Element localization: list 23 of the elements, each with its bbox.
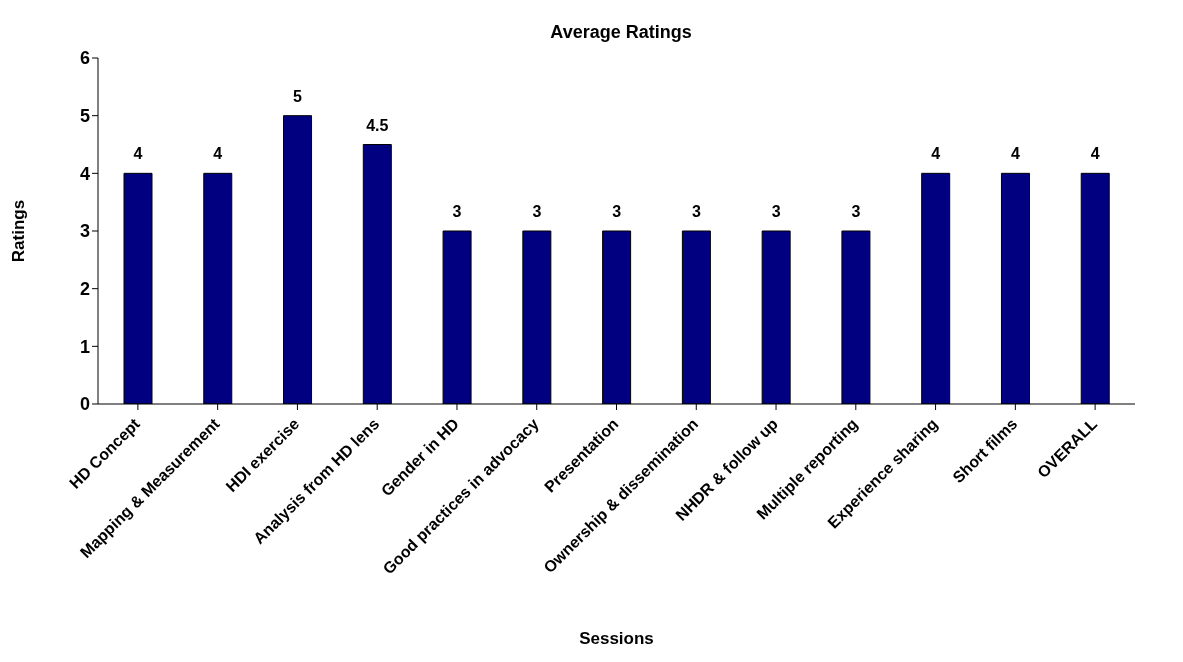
data-label: 3 <box>532 203 542 220</box>
data-label: 4.5 <box>366 116 389 134</box>
y-tick-label: 3 <box>79 221 90 242</box>
data-label: 3 <box>612 203 622 220</box>
chart-title: Average Ratings <box>549 22 693 43</box>
y-tick-label: 6 <box>79 48 90 69</box>
data-label: 3 <box>691 203 701 220</box>
data-label: 3 <box>452 203 462 220</box>
data-label: 3 <box>771 203 781 220</box>
data-label: 4 <box>1011 145 1021 163</box>
data-label: 5 <box>293 87 303 105</box>
data-label: 4 <box>931 145 941 163</box>
y-tick-label: 1 <box>79 336 90 357</box>
y-axis-title: Ratings <box>9 199 29 263</box>
data-label: 4 <box>133 145 143 163</box>
y-tick-label: 2 <box>79 279 90 300</box>
y-tick-label: 4 <box>79 163 90 184</box>
x-axis-title: Sessions <box>579 629 654 648</box>
y-tick-label: 5 <box>79 106 90 127</box>
data-label: 4 <box>1090 145 1100 163</box>
data-label: 4 <box>213 145 223 163</box>
y-tick-label: 0 <box>79 394 90 415</box>
data-label: 3 <box>851 203 861 220</box>
